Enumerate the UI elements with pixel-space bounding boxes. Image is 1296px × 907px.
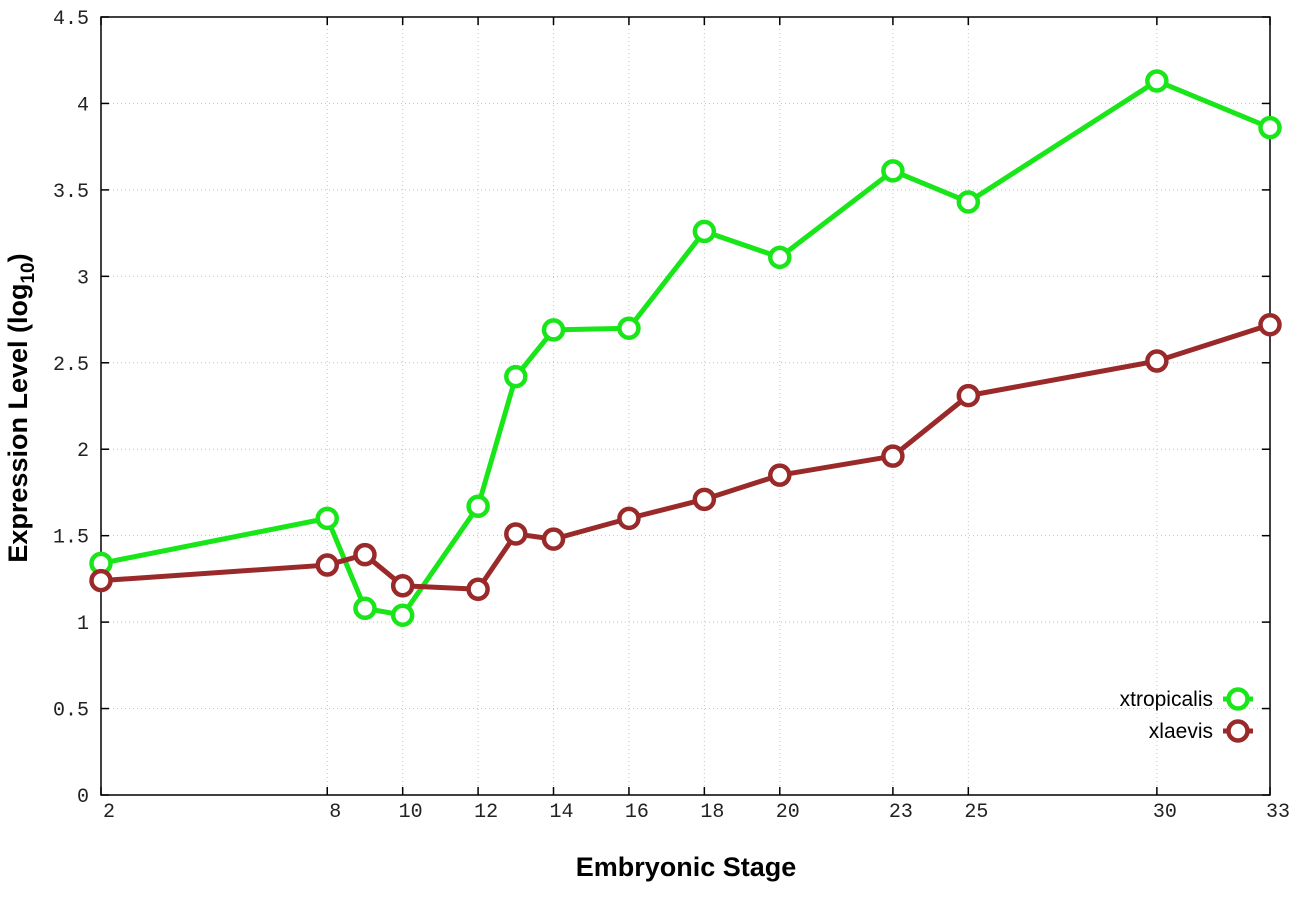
data-point	[89, 568, 113, 593]
data-point	[353, 596, 377, 621]
legend: xtropicalis xlaevis	[1120, 687, 1253, 743]
data-point	[692, 487, 717, 512]
y-tick-label: 0	[77, 786, 89, 809]
y-axis-title-main: Expression Level (log	[3, 284, 33, 563]
series-xlaevis	[89, 312, 1282, 602]
data-point	[390, 574, 415, 598]
data-point	[956, 383, 981, 408]
data-point	[315, 553, 340, 577]
legend-label: xlaevis	[1149, 720, 1213, 743]
data-point	[541, 318, 566, 342]
x-tick-label: 12	[474, 801, 498, 824]
data-point	[881, 159, 905, 183]
y-tick-label: 4.5	[53, 8, 89, 31]
x-tick-label: 8	[329, 801, 341, 824]
y-axis-title-close: )	[3, 253, 33, 262]
y-tick-label: 0.5	[53, 700, 89, 723]
data-point	[768, 245, 792, 270]
x-tick-label: 20	[776, 801, 800, 824]
x-tick-label: 14	[550, 801, 574, 824]
y-axis-title-subscript: 10	[18, 262, 39, 283]
legend-item-xlaevis: xlaevis	[1149, 719, 1253, 743]
series-layer	[89, 69, 1282, 627]
y-tick-label: 3	[77, 267, 89, 290]
data-point	[617, 316, 641, 340]
y-tick-label: 1	[77, 613, 89, 636]
data-point	[1258, 312, 1282, 337]
legend-label: xtropicalis	[1120, 688, 1213, 711]
data-point	[390, 603, 415, 627]
x-tick-label: 10	[399, 801, 423, 824]
x-tick-label: 2	[103, 801, 115, 824]
y-tick-label: 1.5	[53, 527, 89, 550]
grid	[101, 17, 1270, 795]
legend-marker	[1226, 687, 1250, 711]
legend-marker	[1226, 719, 1250, 743]
y-tick-label: 2.5	[53, 354, 89, 377]
x-tick-label: 25	[964, 801, 988, 824]
data-point	[956, 190, 981, 214]
series-line-xtropicalis	[100, 78, 1271, 618]
data-point	[504, 522, 528, 546]
data-point	[353, 542, 377, 567]
y-tick-label: 4	[77, 94, 89, 117]
data-point	[768, 463, 792, 487]
axis-ticks: 2 8 10 12 14 16 18 20 23 25 30 33 0 0.5 1 1.5 2 2.5 3 3.5 4 4…	[53, 8, 1290, 824]
data-point	[692, 219, 717, 244]
data-point	[541, 527, 566, 551]
data-point	[881, 444, 905, 468]
series-line-xlaevis	[100, 322, 1271, 592]
x-tick-label: 16	[625, 801, 649, 824]
y-tick-label: 2	[77, 440, 89, 463]
data-point	[466, 577, 490, 602]
y-tick-label: 3.5	[53, 181, 89, 204]
x-tick-label: 23	[889, 801, 913, 824]
data-point	[1145, 349, 1169, 373]
y-axis-title: Expression Level (log10)	[3, 253, 39, 562]
data-point	[466, 494, 490, 519]
data-point	[617, 506, 641, 531]
legend-item-xtropicalis: xtropicalis	[1120, 687, 1253, 711]
series-xtropicalis	[89, 69, 1282, 627]
x-tick-label: 33	[1266, 801, 1290, 824]
plot-frame	[100, 16, 1271, 796]
data-point	[315, 506, 340, 531]
data-point	[504, 364, 528, 389]
data-point	[1258, 115, 1282, 140]
data-point	[1145, 69, 1169, 93]
x-tick-label: 30	[1153, 801, 1177, 824]
x-axis-title: Embryonic Stage	[576, 852, 797, 882]
x-tick-label: 18	[700, 801, 724, 824]
